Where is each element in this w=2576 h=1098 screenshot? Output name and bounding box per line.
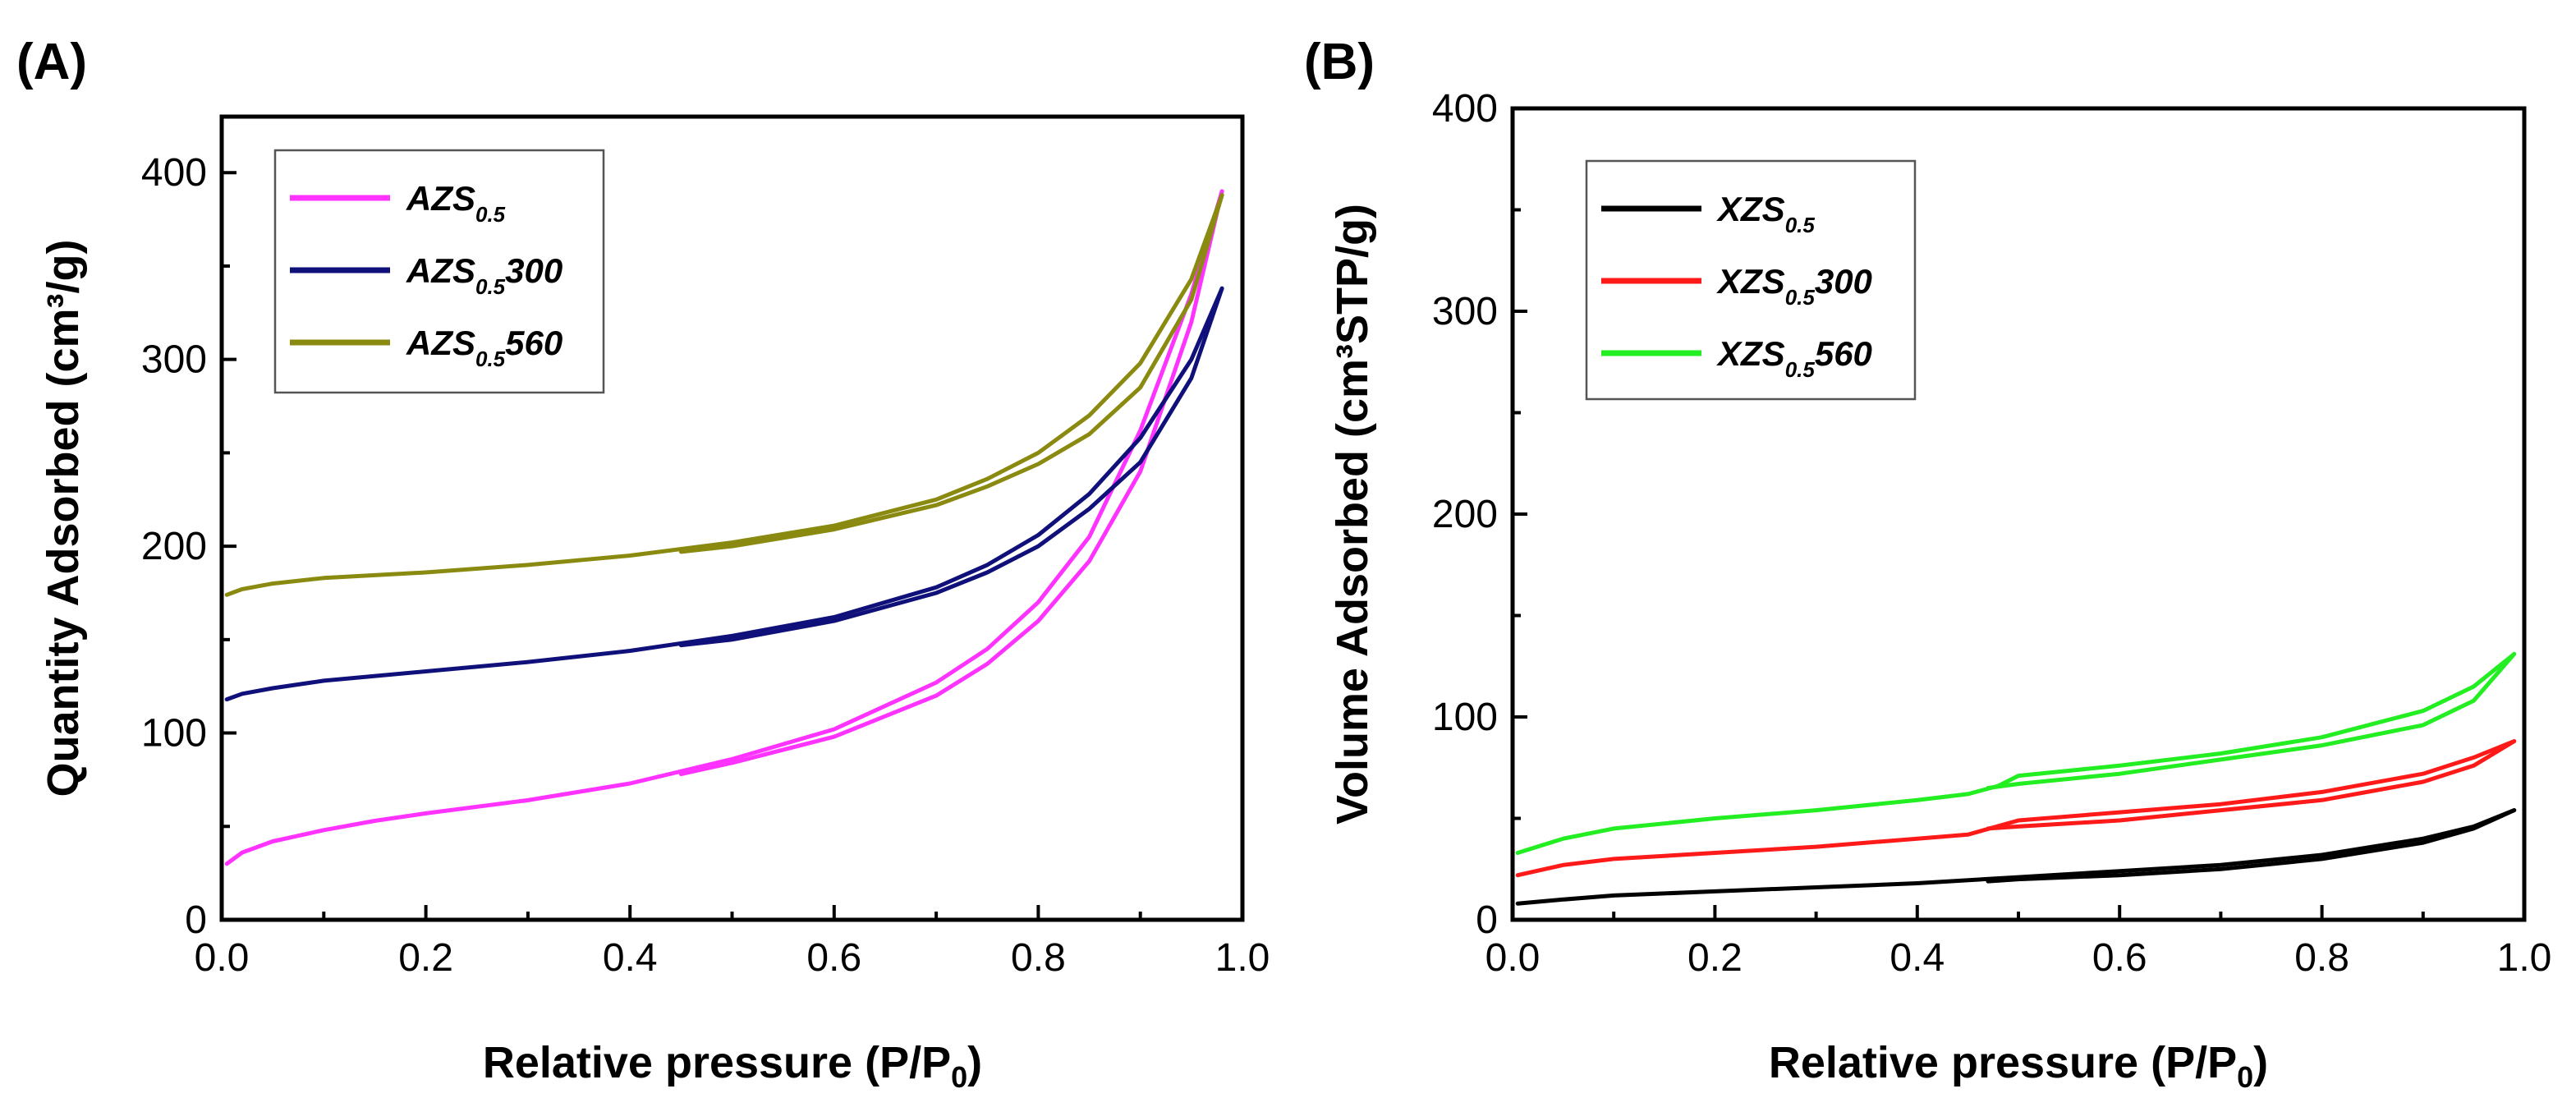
panel-b-frame	[1510, 106, 2527, 922]
panel-b-ticks: 0.0 0.2 0.4 0.6 0.8 1.0 0 100 200 300 400	[1432, 87, 2551, 980]
panel-b-xtick-label: 0.4	[1890, 936, 1945, 980]
panel-a-series-3-desorption-line	[678, 193, 1224, 554]
panel-b-legend: XZS0.5 XZS0.5300 XZS0.5560	[1585, 159, 1917, 401]
panel-a: (A) 0.0 0.2 0.4 0.6 0.8 1.0 0 100 200 300 400 AZS0…	[16, 34, 1270, 1094]
panel-a-series-3-adsorption-line	[224, 193, 1224, 597]
panel-a-legend-label: AZS0.5	[406, 179, 506, 227]
panel-a-xtick-label: 0.6	[806, 936, 861, 980]
panel-a-ylabel: Quantity Adsorbed (cm³/g)	[39, 239, 88, 797]
panel-b-ytick-label: 100	[1432, 696, 1498, 739]
panel-a-ytick-label: 400	[141, 151, 207, 195]
panel-b-ylabel: Volume Adsorbed (cm³STP/g)	[1328, 204, 1377, 825]
panel-b-ytick-label: 200	[1432, 493, 1498, 536]
panel-a-label: (A)	[16, 34, 87, 90]
panel-b: (B) 0.0 0.2 0.4 0.6 0.8 1.0 0 100 200 300 400 XZS0…	[1304, 34, 2551, 1094]
panel-b-xtick-label: 0.2	[1687, 936, 1743, 980]
panel-a-xtick-label: 1.0	[1215, 936, 1270, 980]
panel-b-xtick-label: 0.8	[2294, 936, 2349, 980]
panel-b-series-2-desorption-line	[1986, 739, 2517, 831]
panel-a-series-2-adsorption-line	[224, 286, 1224, 702]
panel-a-series	[224, 189, 1224, 866]
panel-b-ytick-label: 0	[1476, 898, 1498, 942]
panel-b-ytick-label: 300	[1432, 290, 1498, 333]
panel-b-xtick-label: 1.0	[2497, 936, 2552, 980]
panel-a-series-2-desorption-line	[678, 286, 1224, 648]
panel-b-xtick-label: 0.6	[2092, 936, 2147, 980]
panel-b-ytick-label: 400	[1432, 87, 1498, 131]
panel-b-series-3-desorption-line	[1986, 651, 2517, 790]
panel-a-series-1-adsorption-line	[224, 189, 1224, 866]
panel-a-ytick-label: 300	[141, 338, 207, 382]
panel-b-xtick-label: 0.0	[1485, 936, 1541, 980]
panel-a-ytick-label: 0	[185, 898, 207, 942]
panel-b-series	[1515, 651, 2517, 906]
panel-a-legend-label: AZS0.5560	[406, 324, 562, 371]
panel-b-legend-label: XZS0.5	[1716, 190, 1815, 237]
panel-b-legend-label: XZS0.5300	[1716, 262, 1872, 310]
panel-a-frame	[219, 114, 1245, 922]
panel-b-legend-label: XZS0.5560	[1716, 334, 1872, 382]
panel-a-ytick-label: 200	[141, 525, 207, 568]
panel-b-series-1-desorption-line	[1986, 808, 2517, 884]
panel-a-xtick-label: 0.8	[1011, 936, 1066, 980]
panel-a-ytick-label: 100	[141, 712, 207, 756]
panel-a-xlabel: Relative pressure (P/P0)	[483, 1038, 982, 1094]
panel-a-xtick-label: 0.0	[195, 936, 250, 980]
panel-a-legend-label: AZS0.5300	[406, 251, 562, 299]
panel-a-legend: AZS0.5 AZS0.5300 AZS0.5560	[273, 149, 605, 394]
panel-b-xlabel: Relative pressure (P/P0)	[1769, 1038, 2268, 1094]
panel-a-xtick-label: 0.4	[603, 936, 658, 980]
panel-a-xtick-label: 0.2	[398, 936, 453, 980]
panel-b-label: (B)	[1304, 34, 1375, 90]
panel-a-ticks: 0.0 0.2 0.4 0.6 0.8 1.0 0 100 200 300 400	[141, 151, 1270, 980]
